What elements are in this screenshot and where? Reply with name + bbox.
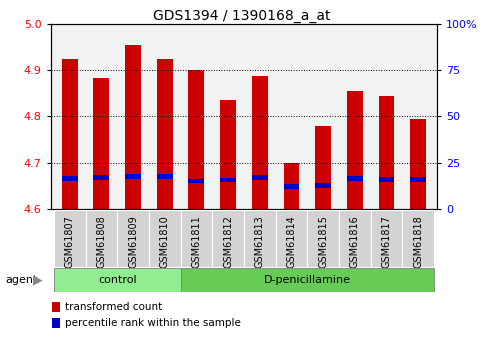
Bar — [188, 70, 204, 209]
Text: GSM61809: GSM61809 — [128, 215, 138, 268]
Text: agent: agent — [6, 275, 38, 285]
Text: D-penicillamine: D-penicillamine — [264, 275, 351, 285]
Bar — [212, 210, 244, 267]
Text: GSM61810: GSM61810 — [160, 215, 170, 268]
Bar — [244, 210, 276, 267]
Bar — [125, 45, 141, 209]
Bar — [125, 174, 141, 179]
Text: GSM61812: GSM61812 — [223, 215, 233, 268]
Text: GSM61807: GSM61807 — [65, 215, 75, 268]
Bar — [347, 176, 363, 181]
Bar — [157, 174, 172, 179]
Text: GDS1394 / 1390168_a_at: GDS1394 / 1390168_a_at — [153, 9, 330, 23]
Text: GSM61818: GSM61818 — [413, 215, 423, 268]
Bar — [94, 78, 109, 209]
Bar — [276, 210, 307, 267]
Bar — [220, 100, 236, 209]
Bar — [410, 177, 426, 182]
Bar — [181, 268, 434, 292]
Bar — [54, 210, 85, 267]
Bar — [117, 210, 149, 267]
Bar — [94, 175, 109, 180]
Text: percentile rank within the sample: percentile rank within the sample — [65, 318, 241, 328]
Bar — [54, 268, 181, 292]
Bar — [379, 177, 394, 182]
Bar — [157, 59, 172, 209]
Text: ▶: ▶ — [33, 273, 43, 286]
Bar — [181, 210, 212, 267]
Text: GSM61813: GSM61813 — [255, 215, 265, 268]
Bar — [62, 176, 78, 181]
Bar — [284, 162, 299, 209]
Bar — [252, 175, 268, 180]
Text: GSM61811: GSM61811 — [191, 215, 201, 268]
Text: transformed count: transformed count — [65, 302, 162, 312]
Bar — [379, 96, 394, 209]
Text: GSM61808: GSM61808 — [97, 215, 106, 268]
Text: GSM61817: GSM61817 — [382, 215, 391, 268]
Bar — [347, 91, 363, 209]
Bar — [402, 210, 434, 267]
Bar — [188, 179, 204, 183]
Bar — [85, 210, 117, 267]
Bar — [315, 126, 331, 209]
Text: GSM61816: GSM61816 — [350, 215, 360, 268]
Bar — [315, 183, 331, 188]
Bar — [284, 184, 299, 189]
Bar — [370, 210, 402, 267]
Text: control: control — [98, 275, 137, 285]
Bar — [62, 59, 78, 209]
Text: GSM61815: GSM61815 — [318, 215, 328, 268]
Bar — [339, 210, 370, 267]
Bar — [410, 119, 426, 209]
Text: GSM61814: GSM61814 — [286, 215, 297, 268]
Bar — [220, 178, 236, 183]
Bar — [307, 210, 339, 267]
Bar — [149, 210, 181, 267]
Bar — [252, 76, 268, 209]
